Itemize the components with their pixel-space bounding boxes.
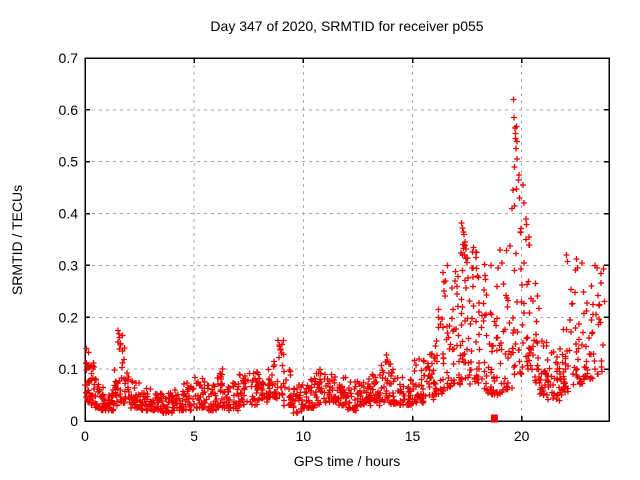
- data-points: [82, 96, 608, 423]
- x-axis-label: GPS time / hours: [294, 453, 401, 469]
- event-square-marker: [490, 414, 498, 423]
- x-tick-label: 15: [405, 428, 421, 444]
- y-tick-label: 0.6: [59, 102, 79, 118]
- x-tick-label: 5: [190, 428, 198, 444]
- y-tick-label: 0: [70, 413, 78, 429]
- border-rect: [84, 57, 610, 422]
- y-tick-label: 0.5: [59, 154, 79, 170]
- y-axis-label: SRMTID / TECUs: [9, 185, 25, 295]
- scatter-plus-markers: [82, 96, 608, 416]
- y-tick-label: 0.7: [59, 50, 79, 66]
- axis-tick-labels: 0 5 10 15 20 0 0.1 0.2 0.3 0.4 0.5 0.6 0.7: [59, 50, 530, 444]
- y-tick-label: 0.2: [59, 309, 79, 325]
- y-tick-label: 0.4: [59, 206, 79, 222]
- chart-title: Day 347 of 2020, SRMTID for receiver p05…: [210, 18, 483, 34]
- x-tick-label: 0: [81, 428, 89, 444]
- y-tick-label: 0.3: [59, 257, 79, 273]
- plot-border: [84, 57, 610, 422]
- x-tick-label: 20: [514, 428, 530, 444]
- x-tick-label: 10: [296, 428, 312, 444]
- axis-tick-marks: [84, 57, 609, 422]
- y-tick-label: 0.1: [59, 361, 79, 377]
